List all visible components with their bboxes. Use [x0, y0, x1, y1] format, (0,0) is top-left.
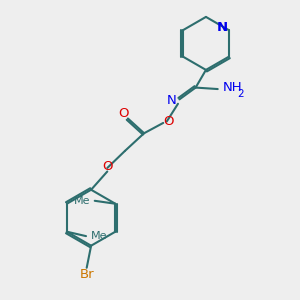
Text: O: O	[163, 115, 174, 128]
Text: NH: NH	[223, 81, 243, 94]
Text: N: N	[217, 21, 228, 34]
Text: O: O	[102, 160, 112, 173]
Text: 2: 2	[238, 89, 244, 99]
Text: Br: Br	[80, 268, 94, 281]
Text: Me: Me	[74, 196, 90, 206]
Text: Me: Me	[90, 231, 107, 241]
Text: O: O	[118, 107, 129, 120]
Text: N: N	[167, 94, 177, 107]
